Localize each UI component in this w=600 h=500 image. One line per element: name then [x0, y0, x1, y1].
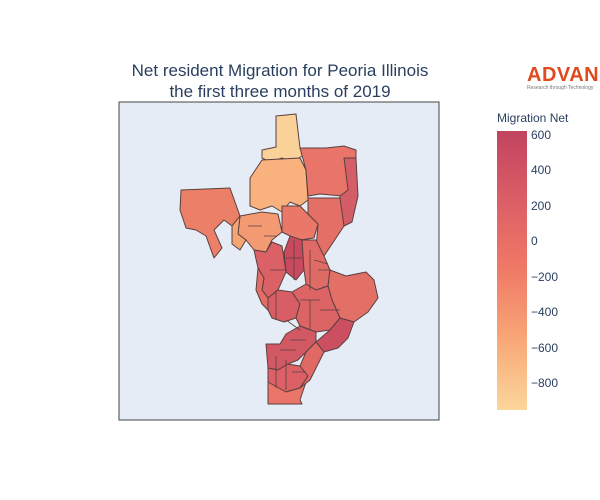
map-title-line2: the first three months of 2019: [169, 82, 391, 101]
tract-north[interactable]: [261, 113, 305, 163]
tract-central-far-west[interactable]: [255, 267, 269, 311]
colorbar: [497, 131, 527, 410]
tract-southeast-diag[interactable]: [315, 317, 355, 353]
colorbar-tick: −600: [531, 341, 559, 355]
colorbar-title: Migration Net: [497, 111, 569, 125]
map-title-line1: Net resident Migration for Peoria Illino…: [131, 61, 429, 80]
colorbar-tick: −400: [531, 305, 559, 319]
tract-boundaries: [248, 225, 340, 390]
colorbar-tick: −200: [531, 270, 559, 284]
tract-north-central[interactable]: [249, 157, 309, 213]
tract-central-top[interactable]: [281, 205, 319, 241]
tract-southeast-strip[interactable]: [299, 341, 325, 389]
colorbar-tick: 0: [531, 234, 538, 248]
tract-southernmost[interactable]: [267, 375, 309, 405]
tract-west-small[interactable]: [231, 215, 247, 251]
colorbar-tick: 600: [531, 128, 552, 142]
colorbar-tick: 400: [531, 163, 552, 177]
colorbar-tick: −800: [531, 376, 559, 390]
advan-logo: ADVAN: [527, 64, 600, 86]
advan-logo-tagline: Research through Technology: [527, 85, 594, 91]
colorbar-tick: 200: [531, 199, 552, 213]
